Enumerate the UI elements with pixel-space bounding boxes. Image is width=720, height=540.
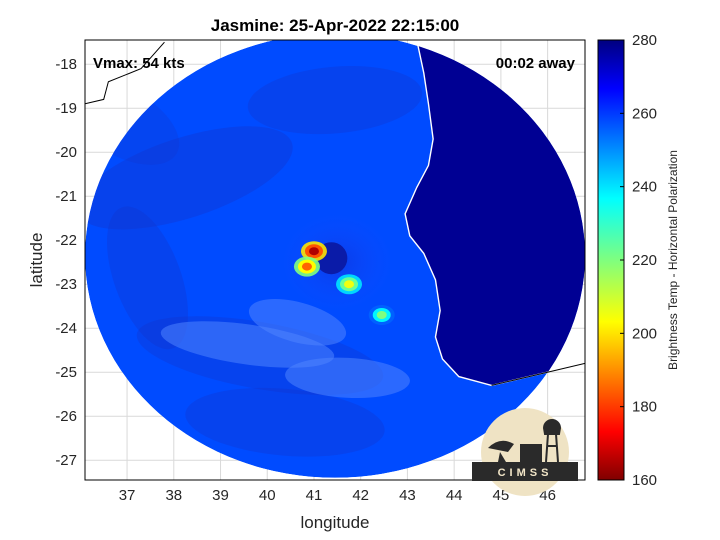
colorbar-tick-label: 200 — [632, 325, 657, 342]
y-tick-label: -25 — [55, 364, 77, 381]
logo-building-icon — [520, 444, 542, 462]
x-tick-labels: 37 38 39 40 41 42 43 44 45 46 — [119, 487, 556, 504]
cloud-band — [185, 387, 385, 457]
cloud-band — [107, 206, 188, 350]
colorbar-tick-label: 240 — [632, 179, 657, 196]
x-tick-label: 42 — [352, 487, 369, 504]
coastline-south — [491, 362, 585, 386]
logo-text: CIMSS — [498, 467, 553, 479]
logo-tower-icon — [542, 419, 562, 463]
coastline-madagascar — [404, 40, 585, 387]
y-tick-labels: -18 -19 -20 -21 -22 -23 -24 -25 -26 -27 — [55, 56, 77, 469]
y-tick-label: -23 — [55, 276, 77, 293]
x-tick-label: 37 — [119, 487, 136, 504]
storm-core — [282, 214, 395, 325]
cloud-bands — [85, 65, 423, 457]
y-tick-label: -24 — [55, 320, 77, 337]
vmax-annotation: Vmax: 54 kts — [93, 55, 185, 72]
hot-spot — [308, 247, 319, 256]
colorbar-tick-label: 220 — [632, 252, 657, 269]
y-tick-label: -26 — [55, 408, 77, 425]
logo-ground — [472, 462, 578, 481]
rain-band — [285, 357, 410, 399]
coastline — [85, 40, 585, 387]
x-tick-label: 40 — [259, 487, 276, 504]
axes-frame — [84, 39, 586, 481]
cloud-band — [85, 126, 293, 230]
y-tick-label: -27 — [55, 452, 77, 469]
rain-band — [248, 299, 347, 346]
time-offset-annotation: 00:02 away — [496, 55, 576, 72]
colorbar-label: Brightness Temp - Horizontal Polarizatio… — [666, 150, 680, 370]
logo-dish-icon — [488, 440, 514, 462]
x-tick-label: 38 — [165, 487, 182, 504]
y-tick-label: -18 — [55, 56, 77, 73]
colorbar-tick-label: 180 — [632, 399, 657, 416]
y-tick-label: -22 — [55, 232, 77, 249]
hot-spot — [344, 280, 355, 289]
y-tick-label: -20 — [55, 144, 77, 161]
colorbar-tick-label: 160 — [632, 472, 657, 489]
y-tick-label: -19 — [55, 100, 77, 117]
cloud-band — [247, 65, 423, 135]
colorbar-tick-label: 260 — [632, 105, 657, 122]
colorbar-gradient — [597, 39, 625, 481]
x-tick-label: 41 — [306, 487, 323, 504]
cimss-logo: CIMSS — [472, 408, 578, 496]
x-tick-label: 45 — [493, 487, 510, 504]
colorbar-tick-labels: 280 260 240 220 200 180 160 — [620, 32, 657, 489]
x-tick-label: 44 — [446, 487, 463, 504]
x-axis-label: longitude — [300, 513, 369, 532]
x-tick-label: 43 — [399, 487, 416, 504]
hot-spot — [301, 262, 312, 271]
x-tick-label: 39 — [212, 487, 229, 504]
y-axis-label: latitude — [27, 233, 46, 288]
hot-spot — [376, 311, 387, 319]
chart-title: Jasmine: 25-Apr-2022 22:15:00 — [211, 16, 460, 35]
coastline-africa — [85, 41, 165, 105]
y-tick-label: -21 — [55, 188, 77, 205]
colorbar-tick-label: 280 — [632, 32, 657, 49]
